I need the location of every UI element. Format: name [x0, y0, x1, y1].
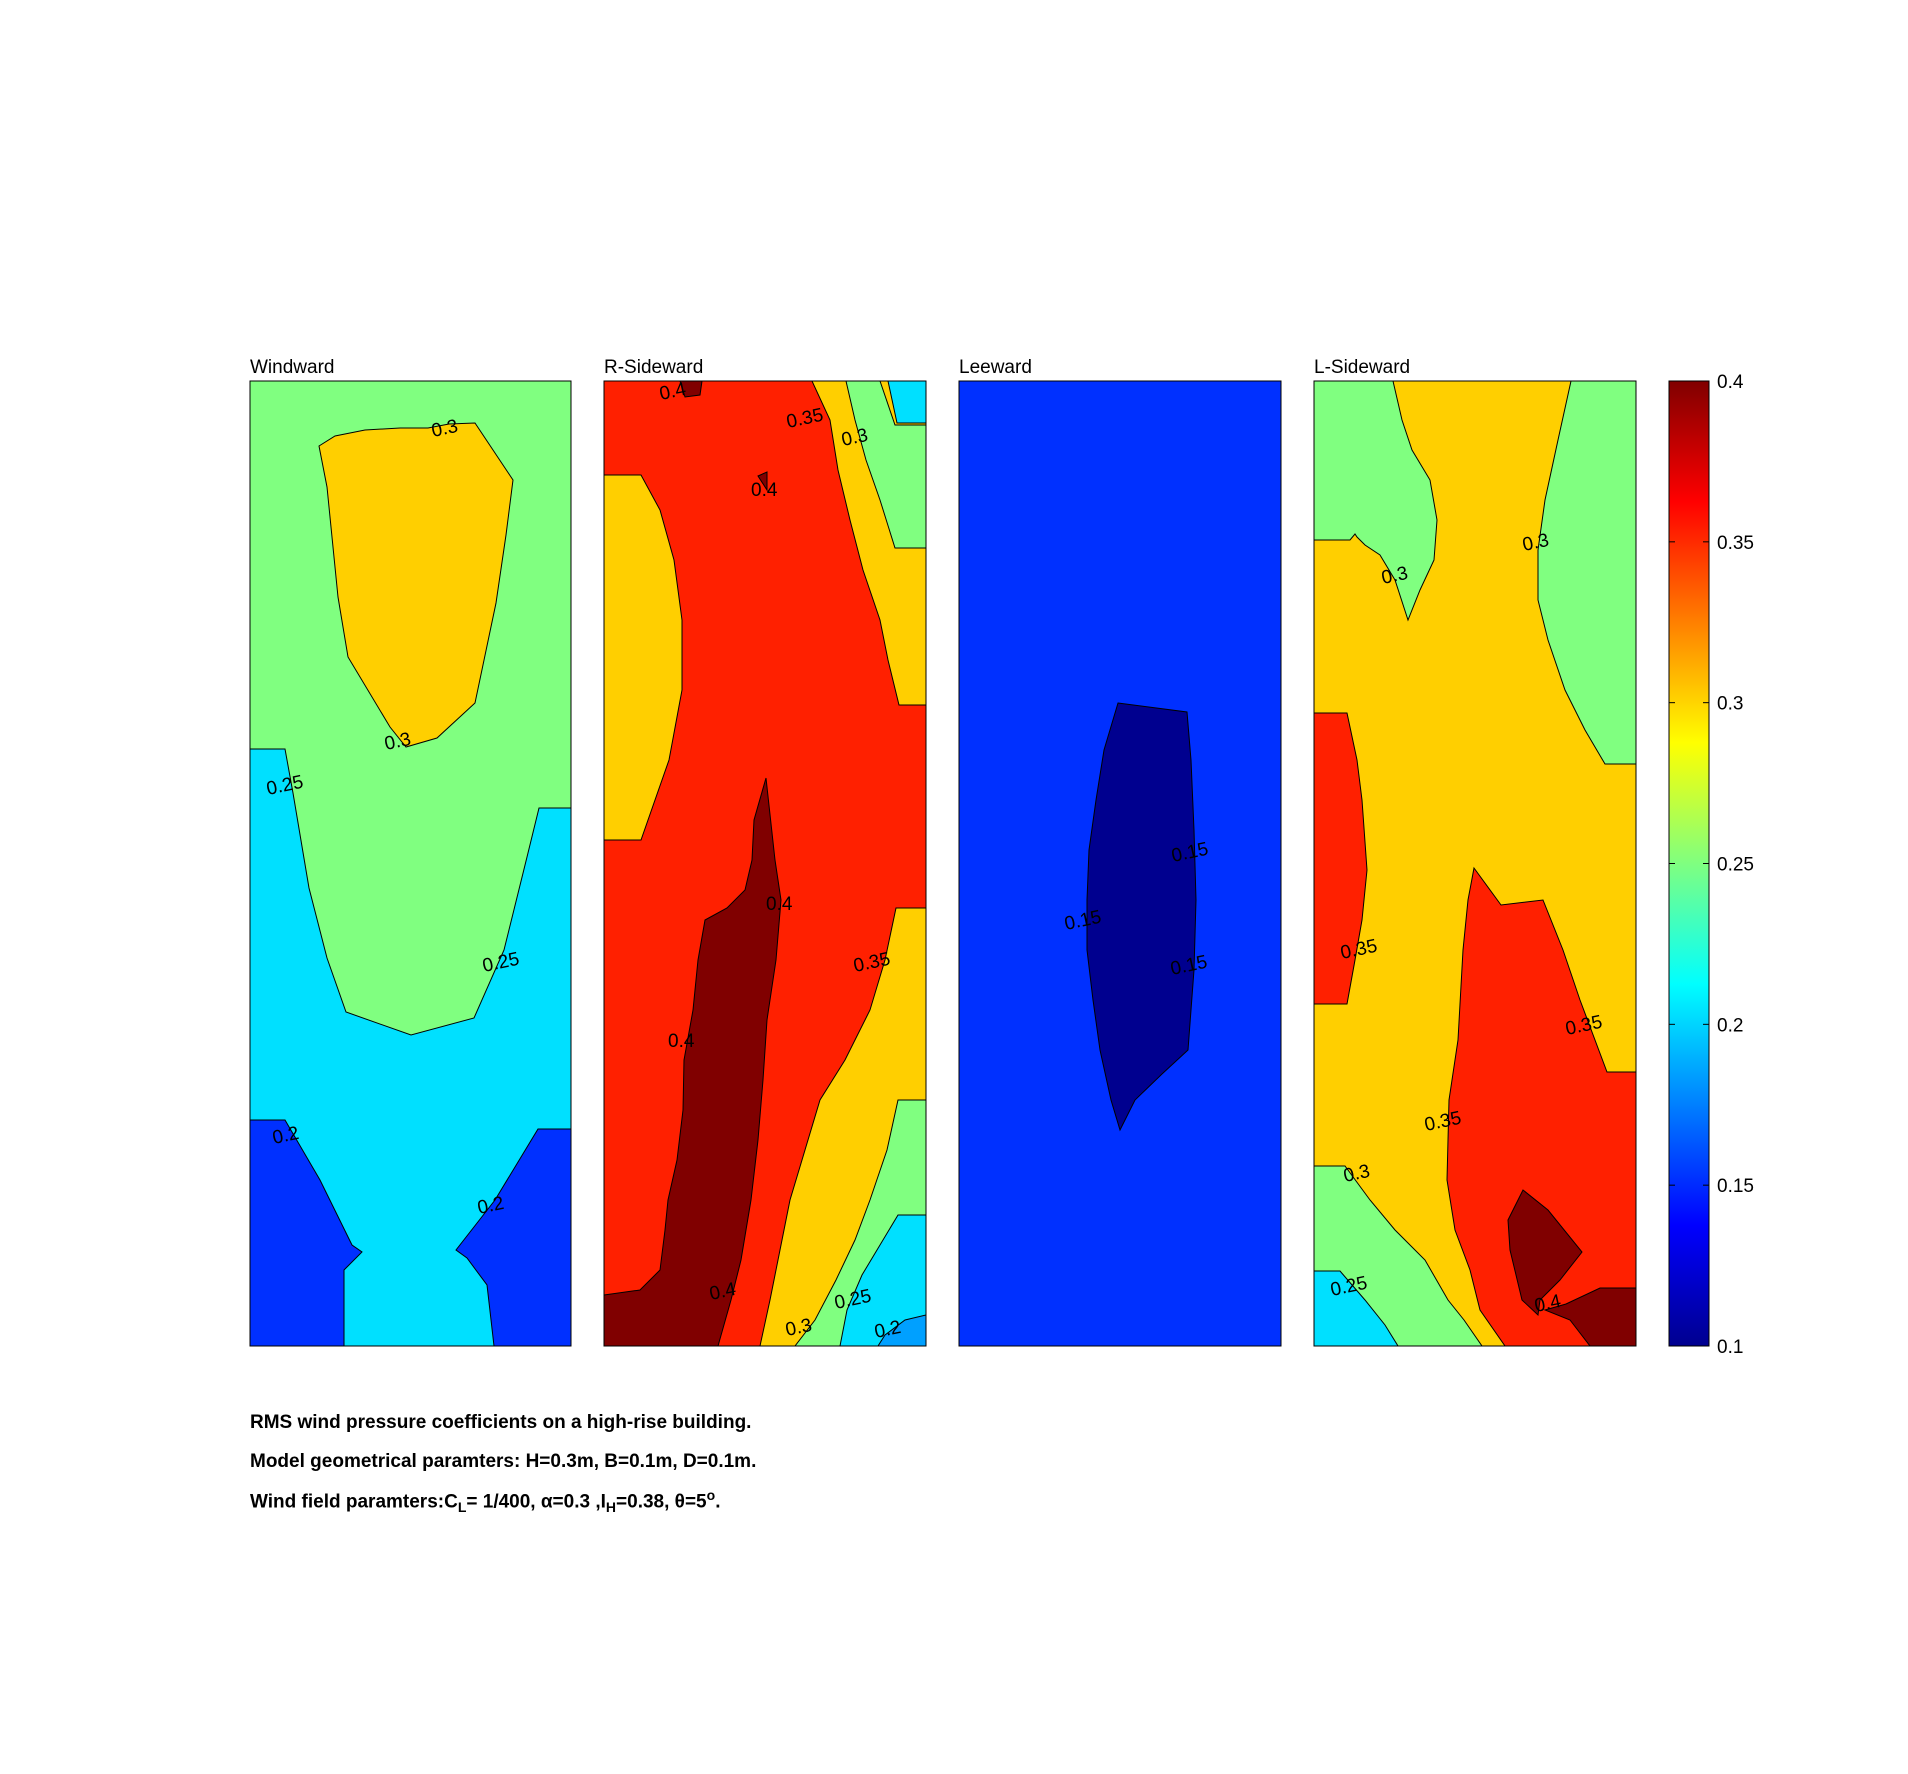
axes-frame-l-sideward [1313, 380, 1637, 1347]
axes-frame-windward [249, 380, 572, 1347]
region-windward-cyan [250, 748, 571, 1346]
panel-leeward: Leeward 0.15 0.15 0.15 [958, 357, 1282, 1347]
caption-line-1: RMS wind pressure coefficients on a high… [250, 1412, 751, 1434]
axes-frame-leeward [958, 380, 1282, 1347]
region-rsideward-green-top [845, 381, 926, 549]
region-rsideward-darkred-main [604, 777, 782, 1346]
panel-title-l-sideward: L-Sideward [1314, 357, 1410, 378]
colorbar-tick-label: 0.3 [1717, 694, 1743, 715]
panel-windward: Windward 0.3 0.3 0.25 0.25 0.2 0.2 [249, 357, 572, 1347]
region-windward-blue-right [455, 1128, 571, 1346]
region-leeward-darkblue [1086, 702, 1197, 1132]
colorbar-tick-label: 0.4 [1717, 372, 1744, 393]
caption-text: Model geometrical paramters: H=0.3m, B=0… [250, 1451, 757, 1472]
caption-sub: H [605, 1499, 617, 1516]
region-windward-yellow [318, 422, 514, 748]
caption-line-3: Wind field paramters:CL= 1/400, α=0.3 ,I… [250, 1487, 720, 1515]
region-rsideward-darkred-dot [757, 471, 768, 492]
colorbar-tick-label: 0.1 [1717, 1337, 1743, 1358]
region-lsideward-green-left-top [1314, 381, 1438, 622]
colorbar-gradient [1668, 380, 1710, 1347]
colorbar: 0.4 0.35 0.3 0.25 0.2 0.15 0.1 [1668, 372, 1754, 1358]
colorbar-tick-label: 0.2 [1717, 1015, 1743, 1036]
region-lsideward-red-left [1314, 712, 1368, 1005]
region-rsideward-blue-corner [877, 1314, 926, 1346]
caption-symbol: α [540, 1491, 553, 1513]
colorbar-tick-label: 0.25 [1717, 855, 1754, 876]
caption-text: Wind field paramters:C [250, 1491, 458, 1513]
caption-text: = 1/400, [466, 1491, 541, 1513]
caption-text: . [715, 1491, 721, 1513]
panel-title-r-sideward: R-Sideward [604, 357, 703, 378]
panel-r-sideward: R-Sideward 0.4 0.35 0.3 0.4 0.4 0.35 0.4… [603, 357, 927, 1347]
axes-frame-r-sideward [603, 380, 927, 1347]
caption-line-2: Model geometrical paramters: H=0.3m, B=0… [250, 1451, 756, 1473]
colorbar-tick-label: 0.15 [1717, 1176, 1754, 1197]
caption-text: =0.3 ,I [552, 1491, 606, 1513]
region-lsideward-darkred-corner [1543, 1287, 1636, 1346]
contour-label: 0.4 [751, 480, 778, 501]
region-lsideward-darkred-blob [1507, 1189, 1583, 1317]
region-rsideward-cyan-top [887, 381, 926, 424]
region-rsideward-cyan-bottom [839, 1214, 926, 1346]
contour-label: 0.4 [668, 1031, 695, 1052]
panel-title-leeward: Leeward [959, 357, 1032, 378]
contour-label: 0.4 [766, 894, 793, 915]
panel-title-windward: Windward [250, 357, 334, 378]
caption-text: =5 [684, 1491, 707, 1513]
caption-symbol: θ [674, 1491, 685, 1513]
colorbar-ticks: 0.4 0.35 0.3 0.25 0.2 0.15 0.1 [1669, 372, 1754, 1358]
region-lsideward-green-right [1537, 381, 1636, 765]
caption-sup: o [706, 1487, 716, 1503]
caption-text: RMS wind pressure coefficients on a high… [250, 1412, 752, 1433]
panel-l-sideward: L-Sideward 0.3 0.3 0.35 0.35 0.35 0.3 0.… [1313, 357, 1637, 1347]
region-rsideward-darkred-top [679, 381, 703, 398]
region-lsideward-cyan-bottom [1314, 1270, 1399, 1346]
region-windward-blue-left [250, 1119, 363, 1346]
caption-text: =0.38, [616, 1491, 675, 1513]
region-rsideward-yellow-left [604, 474, 683, 841]
region-lsideward-red-main [1446, 866, 1636, 1346]
caption-sub: L [457, 1499, 467, 1516]
colorbar-tick-label: 0.35 [1717, 533, 1754, 554]
